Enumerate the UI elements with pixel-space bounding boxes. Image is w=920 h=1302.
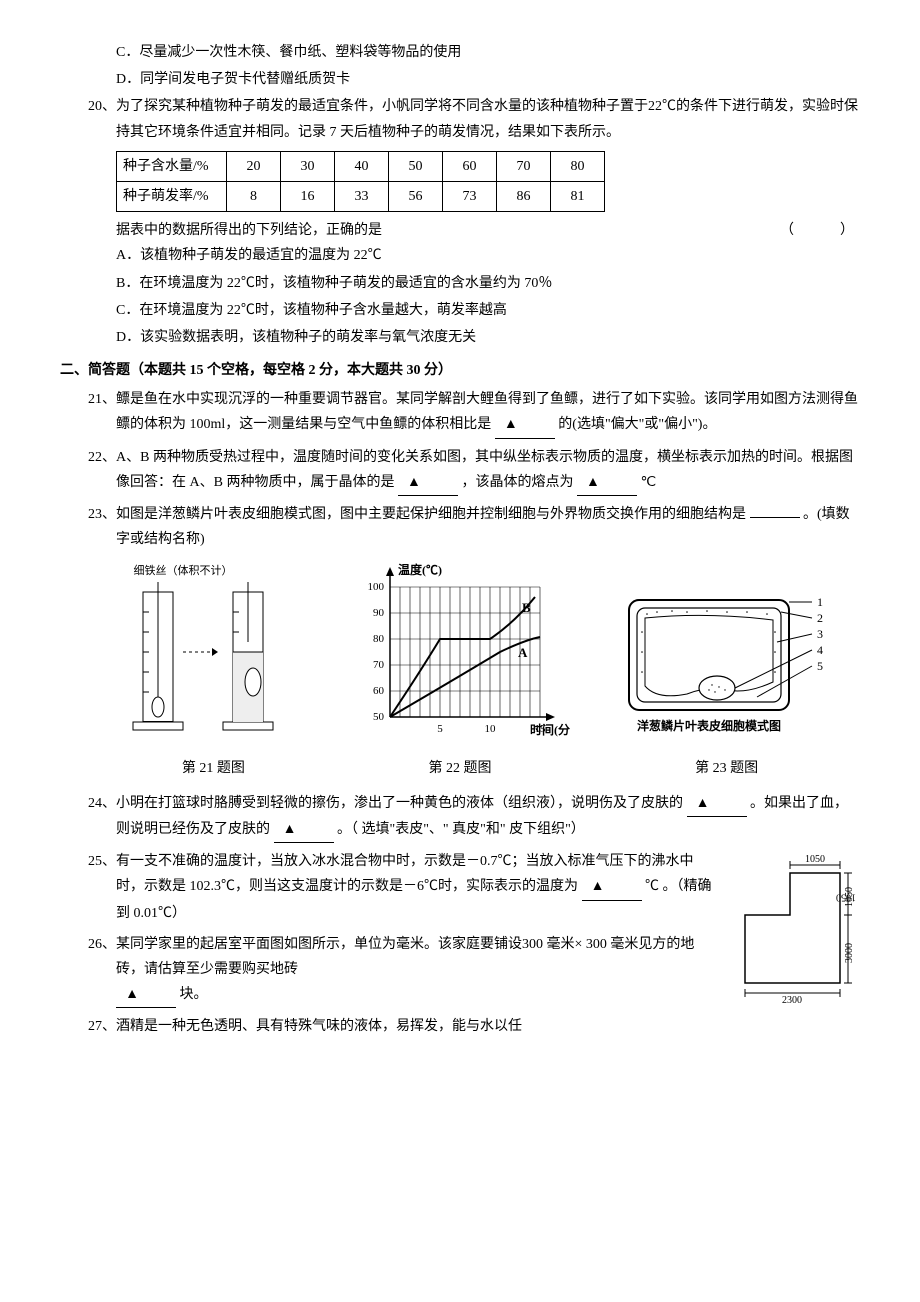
svg-text:60: 60 [373,685,385,697]
figure-22: 温度(℃) 时间(分) [350,562,570,780]
table-row: 种子萌发率/% 8 16 33 56 73 86 81 [117,181,605,211]
svg-text:A: A [518,645,528,660]
svg-text:90: 90 [373,607,385,619]
q20-option-a: A．该植物种子萌发的最适宜的温度为 22℃ [60,243,860,268]
q20-option-d: D．该实验数据表明，该植物种子的萌发率与氧气浓度无关 [60,325,860,350]
q20-option-b: B．在环境温度为 22℃时，该植物种子萌发的最适宜的含水量约为 70％ [60,271,860,296]
blank-fill[interactable]: ▲ [687,791,747,817]
question-22: 22、A、B 两种物质受热过程中，温度随时间的变化关系如图，其中纵坐标表示物质的… [60,445,860,496]
figure-23-caption: 第 23 题图 [617,756,837,781]
svg-text:2: 2 [817,611,823,625]
q23-text-a: 23、如图是洋葱鳞片叶表皮细胞模式图，图中主要起保护细胞并控制细胞与外界物质交换… [88,507,746,522]
q26-text-a: 26、某同学家里的起居室平面图如图所示，单位为毫米。该家庭要铺设300 毫米× … [88,937,694,977]
svg-text:洋葱鳞片叶表皮细胞模式图: 洋葱鳞片叶表皮细胞模式图 [637,718,781,733]
figure-21: 细铁丝（体积不计） [123,562,303,780]
blank-fill[interactable]: ▲ [495,412,555,438]
table-cell: 50 [389,151,443,181]
table-row: 种子含水量/% 20 30 40 50 60 70 80 [117,151,605,181]
q24-text-a: 24、小明在打篮球时胳膊受到轻微的擦伤，渗出了一种黄色的液体（组织液），说明伤及… [88,796,683,811]
table-cell: 33 [335,181,389,211]
question-21: 21、鳔是鱼在水中实现沉浮的一种重要调节器官。某同学解剖大鲤鱼得到了鱼鳔，进行了… [60,387,860,438]
table-cell: 8 [227,181,281,211]
cylinder-diagram-icon: 细铁丝（体积不计） [123,562,303,742]
figure-23: 1 2 3 4 5 洋葱鳞片叶表皮细胞模式图 第 23 题图 [617,582,837,780]
question-23: 23、如图是洋葱鳞片叶表皮细胞模式图，图中主要起保护细胞并控制细胞与外界物质交换… [60,502,860,552]
table-cell: 40 [335,151,389,181]
line-chart-icon: 温度(℃) 时间(分) [350,562,570,742]
svg-text:1050: 1050 [844,887,855,907]
blank-fill[interactable]: ▲ [116,982,176,1008]
q26-text-b: 块。 [180,987,208,1002]
cell-diagram-icon: 1 2 3 4 5 洋葱鳞片叶表皮细胞模式图 [617,582,837,742]
q20-stem: 20、为了探究某种植物种子萌发的最适宜条件，小帆同学将不同含水量的该种植物种子置… [60,94,860,144]
q20-option-c: C．在环境温度为 22℃时，该植物种子含水量越大，萌发率越高 [60,298,860,323]
q20-after-table: 据表中的数据所得出的下列结论，正确的是 [116,223,382,238]
svg-text:4: 4 [817,643,823,657]
svg-text:1050: 1050 [805,854,825,865]
table-cell: 73 [443,181,497,211]
section-2-header: 二、简答题（本题共 15 个空格，每空格 2 分，本大题共 30 分） [60,358,860,383]
q21-text-a: 21、鳔是鱼在水中实现沉浮的一种重要调节器官。某同学解剖大鲤鱼得到了鱼鳔，进行了… [88,392,858,432]
svg-text:1: 1 [817,595,823,609]
svg-text:温度(℃): 温度(℃) [398,562,442,577]
figure-22-caption: 第 22 题图 [350,756,570,781]
q19-option-d: D．同学间发电子贺卡代替赠纸质贺卡 [60,67,860,92]
q22-text-c: ℃ [640,475,656,490]
table-cell: 16 [281,181,335,211]
blank-fill[interactable]: ▲ [274,817,334,843]
q24-text-c: 。（ 选填"表皮"、" 真皮"和" 皮下组织"） [337,822,585,837]
figure-21-caption: 第 21 题图 [123,756,303,781]
q22-text-b: ，该晶体的熔点为 [461,475,573,490]
svg-text:50: 50 [373,711,385,723]
figure-26-floorplan: 1050 1050 1050 3000 2300 [730,853,860,1012]
question-27: 27、酒精是一种无色透明、具有特殊气味的液体，易挥发，能与水以任 [60,1014,860,1039]
table-cell: 86 [497,181,551,211]
svg-text:15: 15 [534,723,546,735]
q20-after-table-line: 据表中的数据所得出的下列结论，正确的是 （ ） [60,218,860,243]
q21-text-b: 的(选填"偏大"或"偏小")。 [558,417,716,432]
q20-data-table: 种子含水量/% 20 30 40 50 60 70 80 种子萌发率/% 8 1… [116,151,605,212]
table-row-label: 种子含水量/% [117,151,227,181]
table-row-label: 种子萌发率/% [117,181,227,211]
figures-row: 细铁丝（体积不计） [60,562,860,780]
table-cell: 81 [551,181,605,211]
blank-fill[interactable]: ▲ [582,874,642,900]
floorplan-icon: 1050 1050 1050 3000 2300 [730,853,860,1003]
table-cell: 30 [281,151,335,181]
blank-fill[interactable]: ▲ [577,470,637,496]
svg-text:细铁丝（体积不计）: 细铁丝（体积不计） [134,563,233,577]
q19-option-c: C．尽量减少一次性木筷、餐巾纸、塑料袋等物品的使用 [60,40,860,65]
blank-fill[interactable] [750,517,800,518]
blank-fill[interactable]: ▲ [398,470,458,496]
question-24: 24、小明在打篮球时胳膊受到轻微的擦伤，渗出了一种黄色的液体（组织液），说明伤及… [60,791,860,843]
answer-paren: （ ） [780,218,860,243]
svg-text:80: 80 [373,633,385,645]
svg-text:2300: 2300 [782,995,802,1003]
table-cell: 80 [551,151,605,181]
table-cell: 70 [497,151,551,181]
svg-text:5: 5 [817,659,823,673]
table-cell: 56 [389,181,443,211]
svg-text:100: 100 [367,581,384,593]
svg-text:70: 70 [373,659,385,671]
svg-text:B: B [522,600,531,615]
table-cell: 60 [443,151,497,181]
svg-text:10: 10 [484,723,496,735]
svg-text:3000: 3000 [844,943,855,963]
q27-text: 27、酒精是一种无色透明、具有特殊气味的液体，易挥发，能与水以任 [60,1014,860,1039]
svg-text:5: 5 [437,723,443,735]
svg-text:3: 3 [817,627,823,641]
table-cell: 20 [227,151,281,181]
question-20: 20、为了探究某种植物种子萌发的最适宜条件，小帆同学将不同含水量的该种植物种子置… [60,94,860,350]
